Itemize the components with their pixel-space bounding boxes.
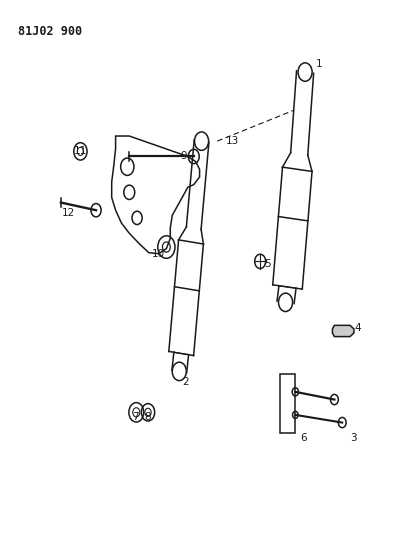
Text: 13: 13: [226, 136, 239, 146]
Text: 12: 12: [62, 208, 75, 218]
Text: 5: 5: [265, 259, 271, 269]
Text: 10: 10: [152, 249, 165, 259]
Text: 7: 7: [132, 413, 138, 423]
Text: 3: 3: [350, 433, 357, 443]
Text: 81J02 900: 81J02 900: [18, 25, 82, 38]
Text: 6: 6: [300, 433, 306, 443]
Polygon shape: [333, 325, 354, 337]
Text: 2: 2: [183, 377, 189, 386]
Text: 11: 11: [74, 147, 87, 156]
Text: 8: 8: [145, 413, 151, 423]
Text: 9: 9: [181, 151, 187, 161]
Text: 1: 1: [315, 59, 322, 69]
Text: 4: 4: [354, 323, 361, 333]
